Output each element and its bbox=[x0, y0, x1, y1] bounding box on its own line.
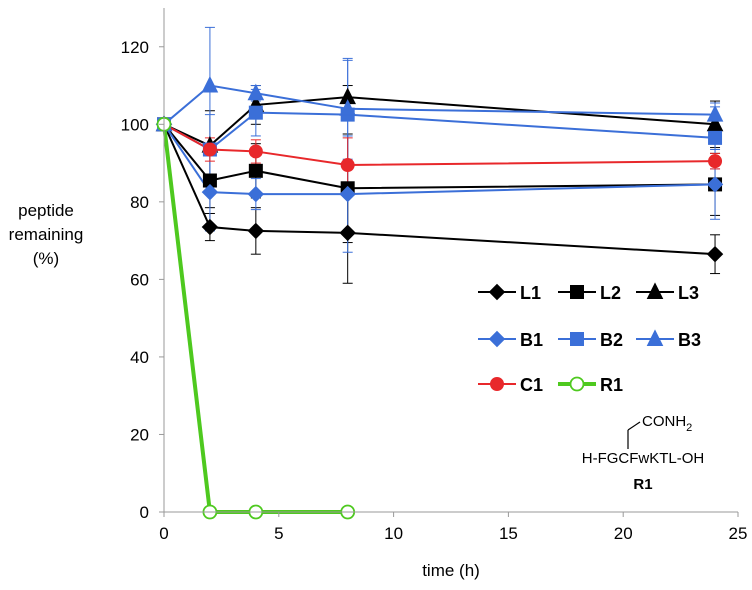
b1-point bbox=[706, 176, 724, 193]
legend-r1-swatch-marker bbox=[569, 376, 585, 392]
legend-l3-label: L3 bbox=[678, 283, 699, 303]
b3-point bbox=[247, 83, 265, 101]
l2-point bbox=[248, 163, 263, 178]
x-tick-label: 15 bbox=[499, 524, 518, 543]
legend-c1-swatch-marker bbox=[490, 377, 504, 391]
legend-l1-swatch-marker bbox=[488, 283, 506, 301]
b3-point bbox=[201, 75, 219, 93]
l2-series-line bbox=[163, 123, 716, 190]
side-chain-subscript: 2 bbox=[686, 422, 692, 434]
b1-point bbox=[339, 185, 356, 203]
legend-b2-swatch-marker bbox=[570, 332, 584, 346]
legend: L1 L2 L3 B1 B2 B3 C1 R1 bbox=[478, 282, 701, 395]
x-tick-label: 0 bbox=[159, 524, 168, 543]
legend-l3-swatch-marker bbox=[646, 282, 664, 299]
r1-structure-annotation: CONH2 H-FGCFwKTL-OH R1 bbox=[582, 413, 705, 493]
legend-b3-swatch-marker bbox=[646, 329, 664, 346]
b3-point bbox=[706, 104, 724, 122]
y-axis-title-line3: (%) bbox=[33, 249, 59, 268]
b1-point bbox=[201, 183, 219, 201]
y-tick-label: 120 bbox=[121, 38, 149, 57]
c1-point bbox=[248, 144, 263, 159]
x-tick-label: 5 bbox=[274, 524, 283, 543]
x-tick-label: 20 bbox=[614, 524, 633, 543]
side-chain-label: CONH2 bbox=[642, 413, 692, 434]
x-tick-label: 10 bbox=[384, 524, 403, 543]
y-axis-title-line2: remaining bbox=[9, 225, 84, 244]
b3-point bbox=[339, 99, 356, 116]
l1-point bbox=[339, 224, 356, 242]
c1-point bbox=[202, 142, 217, 157]
sequence-label: H-FGCFwKTL-OH bbox=[582, 450, 705, 467]
l1-point bbox=[706, 245, 724, 263]
c1-point bbox=[708, 154, 723, 169]
c1-point bbox=[340, 158, 355, 173]
x-axis-title: time (h) bbox=[422, 561, 480, 580]
legend-c1-label: C1 bbox=[520, 375, 543, 395]
legend-r1-label: R1 bbox=[600, 375, 623, 395]
y-tick-label: 20 bbox=[130, 425, 149, 444]
series-markers bbox=[155, 75, 724, 520]
structure-name-label: R1 bbox=[633, 476, 652, 493]
side-chain-text: CONH bbox=[642, 413, 686, 430]
legend-l2-label: L2 bbox=[600, 283, 621, 303]
y-tick-label: 0 bbox=[140, 503, 149, 522]
y-axis-title-line1: peptide bbox=[18, 201, 74, 220]
legend-l2-swatch-marker bbox=[570, 285, 584, 299]
x-tick-label: 25 bbox=[729, 524, 748, 543]
b2-point bbox=[708, 130, 723, 145]
y-tick-label: 80 bbox=[130, 193, 149, 212]
b2-point bbox=[248, 105, 263, 120]
ticks: 0 5 10 15 20 25 0 20 40 60 80 100 120 bbox=[121, 38, 748, 543]
b1-series-line bbox=[163, 123, 716, 196]
legend-b1-label: B1 bbox=[520, 330, 543, 350]
y-tick-label: 60 bbox=[130, 270, 149, 289]
side-chain-bond-2 bbox=[627, 421, 641, 431]
axes bbox=[163, 8, 738, 513]
b1-point bbox=[247, 185, 265, 203]
l1-point bbox=[201, 218, 219, 236]
c1-series-line bbox=[163, 123, 716, 167]
l1-point bbox=[247, 222, 265, 240]
legend-b1-swatch-marker bbox=[488, 330, 506, 348]
l3-point bbox=[706, 114, 724, 132]
y-tick-label: 40 bbox=[130, 348, 149, 367]
l1-series-line bbox=[163, 123, 716, 256]
legend-b2-label: B2 bbox=[600, 330, 623, 350]
legend-b3-label: B3 bbox=[678, 330, 701, 350]
legend-l1-label: L1 bbox=[520, 283, 541, 303]
series-lines bbox=[162, 84, 716, 514]
y-tick-label: 100 bbox=[121, 115, 149, 134]
